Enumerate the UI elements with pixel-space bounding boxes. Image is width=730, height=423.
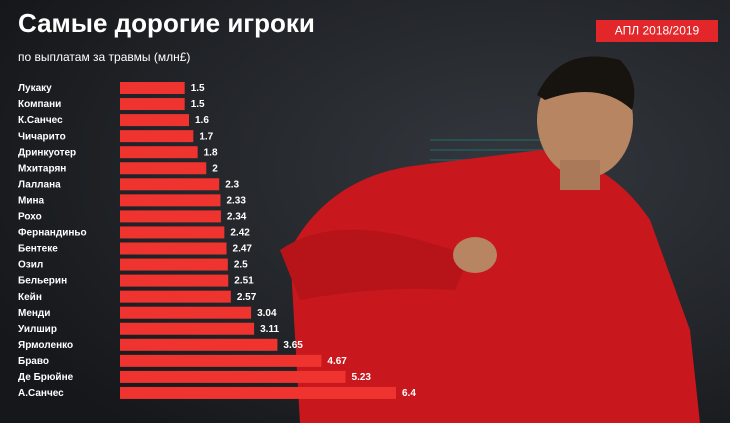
category-label: Компани — [18, 99, 61, 110]
value-label: 1.7 — [199, 131, 213, 142]
category-label: Лукаку — [18, 83, 52, 94]
bar — [120, 386, 396, 399]
category-label: Фернандиньо — [18, 228, 87, 239]
value-label: 2.33 — [226, 195, 246, 206]
bar — [120, 194, 221, 207]
chart-subtitle: по выплатам за травмы (млн£) — [18, 50, 190, 64]
badge: АПЛ 2018/2019 — [615, 24, 700, 38]
value-label: 2.3 — [225, 179, 239, 190]
category-label: Рохо — [18, 212, 42, 223]
bar — [120, 130, 194, 143]
category-label: Лаллана — [18, 179, 61, 190]
category-label: Дринкуотер — [18, 147, 76, 158]
bar — [120, 98, 185, 111]
value-label: 4.67 — [327, 356, 347, 367]
bar — [120, 258, 228, 271]
category-label: Ярмоленко — [18, 340, 73, 351]
value-label: 1.8 — [204, 147, 218, 158]
bar — [120, 82, 185, 94]
value-label: 6.4 — [402, 388, 416, 399]
bar — [120, 290, 231, 303]
bar — [120, 322, 255, 335]
bar — [120, 178, 220, 191]
value-label: 3.11 — [260, 324, 279, 335]
bar — [120, 242, 227, 255]
value-label: 2.57 — [237, 292, 257, 303]
category-label: Бельерин — [18, 276, 67, 287]
value-label: 3.65 — [283, 340, 303, 351]
bar — [120, 370, 346, 383]
value-label: 1.6 — [195, 115, 209, 126]
category-label: Бентеке — [18, 244, 58, 255]
category-label: Озил — [18, 260, 43, 271]
category-label: Чичарито — [18, 131, 66, 142]
bar — [120, 162, 207, 175]
category-label: К.Санчес — [18, 115, 63, 126]
player-figure — [280, 56, 700, 423]
category-label: Браво — [18, 356, 49, 367]
value-label: 2.51 — [234, 276, 254, 287]
category-label: А.Санчес — [18, 388, 64, 399]
category-label: Де Брюйне — [18, 372, 74, 383]
bar — [120, 354, 322, 367]
value-label: 3.04 — [257, 308, 277, 319]
value-label: 1.5 — [191, 99, 205, 110]
category-label: Мина — [18, 195, 45, 206]
value-label: 5.23 — [352, 372, 372, 383]
bar — [120, 146, 198, 159]
chart-title: Самые дорогие игроки — [18, 8, 315, 38]
badge-box — [596, 20, 718, 42]
bar — [120, 274, 229, 287]
category-label: Мхитарян — [18, 163, 66, 174]
value-label: 1.5 — [191, 83, 205, 94]
value-label: 2 — [212, 163, 218, 174]
value-label: 2.34 — [227, 212, 247, 223]
bar — [120, 338, 278, 351]
category-label: Менди — [18, 308, 50, 319]
bar — [120, 306, 252, 319]
category-label: Уилшир — [18, 324, 57, 335]
category-label: Кейн — [18, 292, 42, 303]
bar — [120, 210, 221, 223]
value-label: 2.5 — [234, 260, 248, 271]
value-label: 2.47 — [233, 244, 253, 255]
bar — [120, 114, 189, 127]
value-label: 2.42 — [230, 228, 250, 239]
bar — [120, 226, 225, 239]
